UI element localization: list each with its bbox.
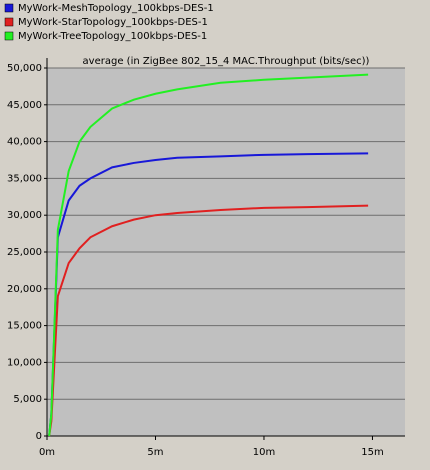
x-tick-label: 5m [147, 447, 163, 458]
legend-swatch [4, 3, 14, 13]
y-tick-label: 50,000 [7, 63, 42, 74]
y-tick-label: 25,000 [7, 247, 42, 258]
y-tick-label: 40,000 [7, 137, 42, 148]
x-tick-label: 15m [361, 447, 383, 458]
y-tick-label: 5,000 [13, 394, 42, 405]
x-tick-label: 10m [253, 447, 275, 458]
y-tick-label: 45,000 [7, 100, 42, 111]
y-tick-label: 20,000 [7, 284, 42, 295]
x-tick-label: 0m [39, 447, 55, 458]
legend-swatch [4, 31, 14, 41]
series-line [48, 152, 369, 437]
series-line [48, 73, 369, 437]
legend-swatch [4, 17, 14, 27]
y-tick-label: 35,000 [7, 173, 42, 184]
y-tick-label: 10,000 [7, 357, 42, 368]
legend-label: MyWork-StarTopology_100kbps-DES-1 [18, 17, 208, 28]
legend-label: MyWork-MeshTopology_100kbps-DES-1 [18, 3, 214, 14]
legend-label: MyWork-TreeTopology_100kbps-DES-1 [18, 31, 207, 42]
y-tick-label: 0 [36, 431, 42, 442]
y-tick-label: 15,000 [7, 321, 42, 332]
y-tick-label: 30,000 [7, 210, 42, 221]
chart-title: average (in ZigBee 802_15_4 MAC.Throughp… [83, 56, 370, 67]
series-line [48, 204, 369, 437]
